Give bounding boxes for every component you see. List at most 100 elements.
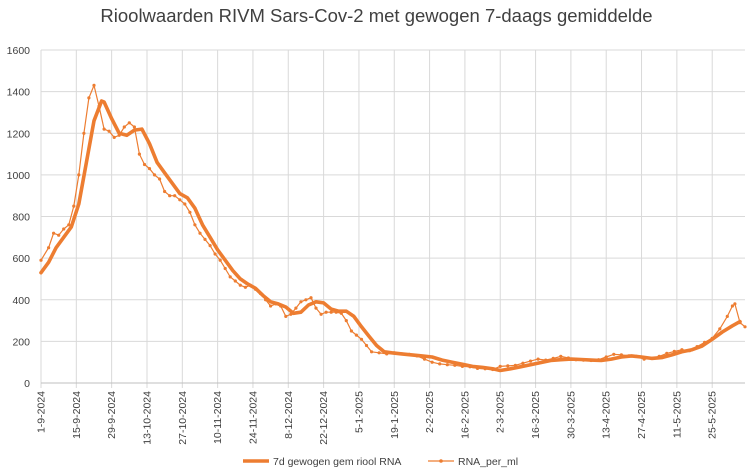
data-point-rna-per-ml (47, 246, 51, 250)
data-point-rna-per-ml (354, 333, 358, 337)
x-tick-label: 10-11-2024 (212, 391, 224, 444)
data-point-rna-per-ml (173, 194, 177, 198)
data-point-rna-per-ml (233, 279, 237, 283)
chart-title: Rioolwaarden RIVM Sars-Cov-2 met gewogen… (100, 5, 653, 26)
x-tick-label: 22-12-2024 (318, 391, 330, 445)
data-point-rna-per-ml (39, 258, 43, 262)
data-point-rna-per-ml (612, 352, 616, 356)
series-line-7d-gewogen (39, 99, 742, 373)
data-point-rna-per-ml (82, 131, 86, 135)
x-tick-label: 25-5-2025 (707, 391, 719, 439)
data-point-rna-per-ml (438, 362, 442, 366)
data-point-rna-per-ml (112, 135, 116, 139)
data-point-rna-per-ml (445, 363, 449, 367)
x-tick-label: 1-9-2024 (36, 391, 48, 433)
y-tick-label: 1600 (7, 45, 31, 57)
x-tick-label: 13-10-2024 (141, 391, 153, 445)
data-point-rna-per-ml (377, 351, 381, 355)
data-point-rna-per-ml (168, 194, 172, 198)
x-tick-label: 27-10-2024 (177, 391, 189, 445)
x-tick-label: 2-3-2025 (495, 391, 507, 433)
data-point-rna-per-ml (294, 306, 298, 310)
data-point-rna-per-ml (223, 266, 227, 271)
x-tick-label: 2-2-2025 (424, 391, 436, 433)
x-axis: 1-9-2024 15-9-2024 29-9-2024 13-10-2024 27-1… (36, 391, 719, 445)
data-point-rna-per-ml (304, 298, 308, 302)
y-tick-label: 200 (12, 336, 30, 348)
y-tick-label: 1200 (7, 128, 31, 140)
data-point-rna-per-ml (122, 125, 126, 129)
data-point-rna-per-ml (269, 304, 273, 308)
y-tick-label: 0 (24, 378, 30, 390)
data-point-rna-per-ml (92, 83, 96, 87)
data-point-rna-per-ml (77, 173, 81, 177)
data-point-rna-per-ml (228, 275, 232, 279)
data-point-rna-per-ml (72, 204, 76, 208)
data-point-rna-per-ml (178, 198, 182, 202)
data-point-rna-per-ml (142, 162, 147, 167)
data-point-rna-per-ml (743, 325, 747, 329)
data-point-rna-per-ml (127, 121, 131, 125)
data-point-rna-per-ml (243, 285, 247, 289)
x-tick-label: 24-11-2024 (247, 391, 259, 444)
x-tick-label: 27-4-2025 (636, 391, 648, 439)
data-point-rna-per-ml (198, 231, 202, 235)
data-point-rna-per-ml (213, 252, 217, 256)
data-point-rna-per-ml (349, 329, 353, 333)
data-point-rna-per-ml (506, 364, 510, 368)
y-tick-label: 600 (12, 253, 30, 265)
data-point-rna-per-ml (725, 314, 729, 318)
x-tick-label: 13-4-2025 (601, 391, 613, 439)
data-point-rna-per-ml (132, 125, 136, 129)
data-point-rna-per-ml (314, 306, 318, 310)
data-point-rna-per-ml (193, 223, 197, 227)
data-point-rna-per-ml (57, 233, 61, 237)
data-point-rna-per-ml (559, 354, 563, 358)
data-point-rna-per-ml (329, 310, 333, 314)
data-point-rna-per-ml (498, 364, 502, 368)
data-point-rna-per-ml (238, 283, 242, 287)
x-tick-label: 11-5-2025 (671, 391, 683, 438)
data-point-rna-per-ml (218, 258, 222, 262)
data-point-rna-per-ml (67, 223, 71, 227)
x-tick-label: 8-12-2024 (283, 391, 295, 439)
legend-label-7d-gewogen: 7d gewogen gem riool RNA (273, 456, 401, 468)
data-point-rna-per-ml (299, 300, 303, 304)
data-point-rna-per-ml (284, 314, 288, 318)
data-point-rna-per-ml (730, 304, 735, 308)
y-axis: 0 200 400 600 800 1000 1200 1400 1600 (7, 45, 31, 390)
data-point-rna-per-ml (422, 357, 427, 361)
data-point-rna-per-ml (733, 302, 737, 306)
x-tick-label: 15-9-2024 (71, 391, 83, 439)
data-point-rna-per-ml (203, 237, 207, 241)
data-point-rna-per-ml (364, 343, 369, 348)
x-tick-label: 16-3-2025 (530, 391, 542, 439)
data-point-rna-per-ml (137, 152, 141, 156)
data-point-rna-per-ml (718, 327, 722, 331)
data-point-rna-per-ml (536, 357, 540, 361)
data-point-rna-per-ml (87, 96, 91, 100)
data-point-rna-per-ml (158, 177, 162, 181)
y-tick-label: 1000 (7, 170, 31, 182)
data-point-rna-per-ml (183, 202, 187, 206)
data-point-rna-per-ml (152, 173, 157, 177)
data-point-rna-per-ml (147, 167, 152, 171)
y-tick-label: 800 (12, 212, 30, 224)
x-tick-label: 30-3-2025 (565, 391, 577, 439)
data-point-rna-per-ml (163, 189, 167, 194)
data-point-rna-per-ml (359, 337, 364, 341)
legend-label-rna-per-ml: RNA_per_ml (458, 456, 518, 468)
y-tick-label: 400 (12, 295, 30, 307)
data-point-rna-per-ml (528, 359, 533, 363)
legend-marker-rna-per-ml (439, 459, 443, 463)
data-point-rna-per-ml (62, 227, 66, 231)
x-tick-label: 29-9-2024 (106, 391, 118, 439)
data-point-rna-per-ml (370, 350, 374, 354)
data-point-rna-per-ml (188, 210, 192, 214)
x-tick-label: 19-1-2025 (389, 391, 401, 439)
data-point-rna-per-ml (52, 231, 56, 235)
legend: 7d gewogen gem riool RNA RNA_per_ml (243, 456, 518, 468)
data-point-rna-per-ml (208, 244, 212, 248)
data-point-rna-per-ml (319, 312, 323, 316)
data-point-rna-per-ml (604, 355, 608, 359)
